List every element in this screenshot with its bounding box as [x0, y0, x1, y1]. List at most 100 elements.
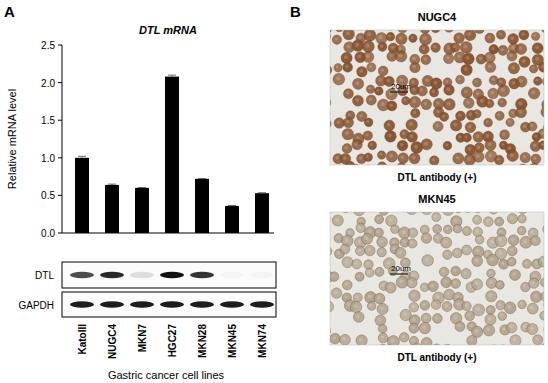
cell — [441, 277, 452, 288]
cell-highlight — [369, 304, 372, 307]
cell — [353, 78, 364, 89]
cell — [375, 267, 384, 276]
image-caption: DTL antibody (+) — [398, 352, 477, 363]
cell — [440, 112, 449, 121]
cell-highlight — [535, 57, 539, 61]
cell — [377, 303, 388, 314]
cell — [374, 293, 385, 304]
cell-highlight — [344, 55, 348, 59]
cell — [541, 30, 544, 33]
cell — [409, 323, 419, 333]
cell — [442, 212, 454, 215]
cell — [495, 111, 504, 120]
cell-highlight — [356, 314, 360, 318]
cell-highlight — [476, 92, 480, 96]
cell-highlight — [412, 156, 416, 160]
cell-highlight — [366, 120, 369, 123]
cell — [391, 225, 400, 234]
bar — [165, 77, 179, 233]
cell — [488, 88, 499, 99]
cell — [422, 255, 434, 267]
cell — [375, 315, 386, 326]
cell-highlight — [411, 305, 414, 308]
cell — [357, 66, 368, 77]
cell-highlight — [446, 292, 450, 296]
cell-highlight — [507, 305, 511, 309]
cell-highlight — [541, 259, 544, 263]
cell — [395, 50, 407, 62]
cell-highlight — [368, 87, 371, 90]
cell-highlight — [488, 308, 491, 311]
cell-highlight — [491, 47, 494, 50]
cell-highlight — [412, 318, 416, 322]
cell — [529, 278, 539, 288]
cell — [483, 325, 494, 336]
cell — [433, 314, 443, 324]
cell-highlight — [510, 153, 514, 157]
cell — [489, 212, 498, 214]
cell-highlight — [379, 250, 382, 253]
cell-highlight — [446, 87, 450, 91]
y-tick-label: 1.5 — [41, 115, 55, 126]
cell-highlight — [442, 269, 445, 272]
cell-highlight — [498, 303, 501, 306]
cell-highlight — [510, 248, 513, 251]
cell-highlight — [386, 261, 390, 265]
cell-highlight — [455, 295, 459, 299]
cell-highlight — [393, 227, 396, 230]
cell-highlight — [336, 236, 339, 239]
cell-highlight — [522, 59, 526, 63]
cell — [398, 30, 408, 33]
cell-highlight — [436, 236, 439, 239]
cell — [496, 30, 505, 39]
cell-highlight — [346, 91, 350, 95]
cell-highlight — [425, 258, 429, 262]
cell-highlight — [486, 327, 490, 331]
cell — [419, 322, 430, 333]
blot-band — [100, 301, 124, 307]
cell — [343, 62, 353, 72]
cell-highlight — [509, 325, 513, 329]
cell-highlight — [355, 295, 358, 298]
cell — [508, 235, 519, 246]
cell-highlight — [508, 146, 512, 150]
cell — [504, 302, 516, 314]
cell — [527, 303, 538, 314]
cell-highlight — [468, 147, 472, 151]
cell — [495, 235, 507, 247]
cell — [539, 141, 544, 150]
cell — [340, 334, 351, 345]
cell — [473, 215, 482, 224]
cell — [456, 75, 465, 84]
cell-highlight — [519, 228, 522, 231]
cell — [396, 276, 408, 288]
cell-highlight — [377, 270, 380, 273]
cell-highlight — [464, 90, 468, 94]
cell-highlight — [467, 313, 470, 316]
cell — [444, 85, 455, 96]
cell — [518, 300, 527, 309]
cell — [368, 141, 377, 150]
cell — [454, 33, 465, 44]
cell-highlight — [499, 32, 502, 35]
cell-highlight — [400, 143, 404, 147]
cell-highlight — [497, 158, 500, 161]
cell — [516, 43, 527, 54]
cell-highlight — [402, 335, 405, 338]
cell-highlight — [447, 46, 451, 50]
cell — [441, 237, 452, 248]
cell — [485, 33, 495, 43]
cell — [409, 153, 420, 164]
cell-highlight — [369, 65, 372, 68]
cell — [528, 122, 537, 131]
cell-highlight — [359, 219, 362, 222]
cell-highlight — [345, 259, 349, 263]
cell — [408, 239, 417, 248]
cell-highlight — [487, 55, 491, 59]
cell — [411, 108, 420, 117]
cell-highlight — [445, 227, 448, 230]
cell — [516, 76, 527, 87]
cell-highlight — [533, 238, 536, 241]
cell-highlight — [348, 231, 351, 234]
cell — [518, 215, 526, 223]
